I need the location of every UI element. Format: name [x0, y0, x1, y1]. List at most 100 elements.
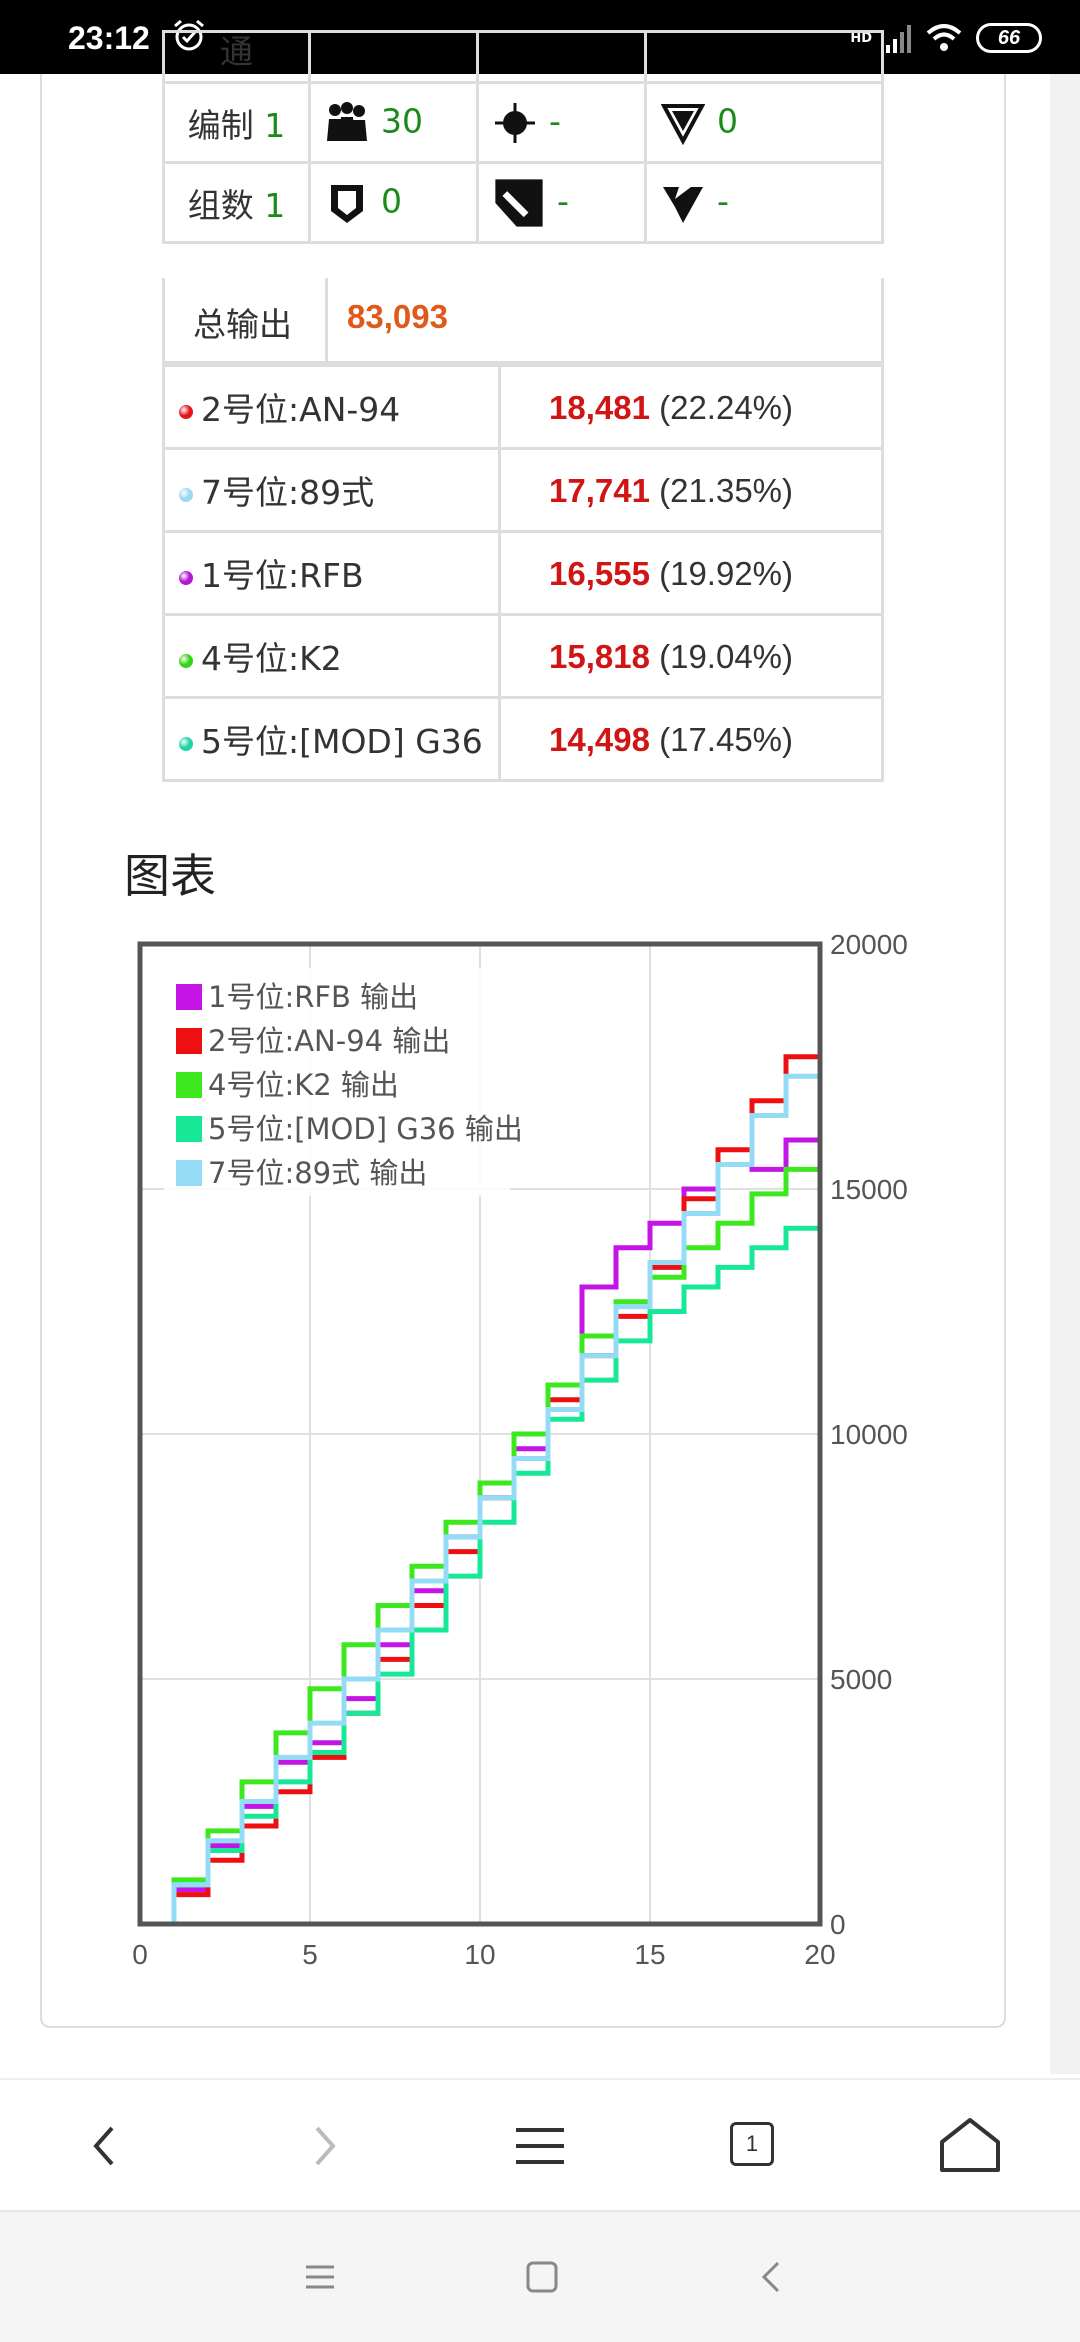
- stat-value: -: [549, 101, 561, 140]
- stat-value: 0: [381, 181, 402, 220]
- chart-heading: 图表: [124, 849, 216, 903]
- series-dot-icon: [179, 653, 193, 668]
- recents-icon[interactable]: [300, 2257, 340, 2297]
- series-dot-icon: [179, 736, 193, 751]
- x-tick-label: 0: [132, 1939, 148, 1970]
- ranking-value-cell: 18,481 (22.24%): [498, 364, 884, 450]
- ranking-percent: (22.24%): [649, 388, 794, 426]
- legend-swatch: [176, 1116, 202, 1142]
- ranking-percent: (19.04%): [649, 637, 794, 675]
- ranking-row: 5号位:[MOD] G36 14,498 (17.45%): [162, 696, 884, 782]
- ranking-value-cell: 17,741 (21.35%): [498, 447, 884, 533]
- stat-cell: -: [644, 161, 884, 244]
- forward-icon[interactable]: [285, 2108, 361, 2184]
- signal-icon: [886, 25, 911, 53]
- ranking-row: 7号位:89式 17,741 (21.35%): [162, 447, 884, 533]
- ranking-row: 2号位:AN-94 18,481 (22.24%): [162, 364, 884, 450]
- ranking-name-cell: 2号位:AN-94: [162, 364, 501, 450]
- stat-label: 通: [162, 30, 311, 84]
- stat-label: 编制 1: [162, 81, 311, 164]
- y-tick-label: 0: [830, 1909, 846, 1940]
- tab-count: 1: [730, 2122, 774, 2166]
- table-row: 组数 1 0 - -: [162, 161, 884, 244]
- y-tick-label: 20000: [830, 930, 908, 960]
- ranking-name: 2号位:AN-94: [201, 390, 401, 429]
- armor-triangle-icon: [661, 103, 705, 145]
- damage-ranking-table: 2号位:AN-94 18,481 (22.24%) 7号位:89式 17,741 (2…: [162, 364, 884, 782]
- ranking-name-cell: 5号位:[MOD] G36: [162, 696, 501, 782]
- stat-cell: [644, 30, 884, 84]
- bullet-icon: [495, 178, 543, 227]
- stat-cell: -: [476, 161, 647, 244]
- status-time: 23:12: [68, 20, 150, 56]
- x-tick-label: 20: [804, 1939, 835, 1970]
- armor-pierce-icon: [663, 186, 703, 223]
- ranking-name-cell: 4号位:K2: [162, 613, 501, 699]
- x-tick-label: 5: [302, 1939, 318, 1970]
- stat-label: 组数 1: [162, 161, 311, 244]
- ranking-damage: 14,498: [549, 720, 650, 758]
- stat-value: -: [557, 181, 569, 220]
- total-output-value: 83,093: [347, 298, 448, 335]
- legend-swatch: [176, 1072, 202, 1098]
- tabs-button[interactable]: 1: [716, 2108, 792, 2184]
- ranking-name-cell: 1号位:RFB: [162, 530, 501, 616]
- ranking-name: 4号位:K2: [201, 639, 342, 678]
- x-tick-label: 10: [464, 1939, 495, 1970]
- ranking-name-cell: 7号位:89式: [162, 447, 501, 533]
- ranking-damage: 15,818: [549, 637, 650, 675]
- total-output-row: 总输出 83,093: [162, 278, 884, 364]
- x-tick-label: 15: [634, 1939, 665, 1970]
- legend-swatch: [176, 984, 202, 1010]
- stat-cell: [476, 30, 647, 84]
- group-figures-icon: [327, 101, 367, 141]
- stat-cell: 30: [308, 81, 479, 164]
- legend-swatch: [176, 1160, 202, 1186]
- series-line: [140, 1054, 823, 1927]
- ranking-percent: (19.92%): [649, 554, 794, 592]
- stat-cell: -: [476, 81, 647, 164]
- crosshair-icon: [495, 102, 535, 143]
- stat-value: 30: [381, 101, 423, 140]
- system-nav-bar: [0, 2210, 1080, 2342]
- legend-label: 5号位:[MOD] G36 输出: [208, 1112, 523, 1146]
- stats-table: 通 编制 1 30 - 0: [162, 30, 884, 244]
- series-line: [140, 1148, 823, 1927]
- ranking-damage: 16,555: [549, 554, 650, 592]
- stat-level: 1: [264, 185, 286, 225]
- stat-label-text: 通: [220, 32, 253, 71]
- series-dot-icon: [179, 487, 193, 502]
- ranking-damage: 18,481: [549, 388, 650, 426]
- stat-value: -: [717, 181, 729, 220]
- ranking-row: 4号位:K2 15,818 (19.04%): [162, 613, 884, 699]
- menu-icon[interactable]: [502, 2108, 578, 2184]
- legend-swatch: [176, 1028, 202, 1054]
- home-nav-icon[interactable]: [522, 2257, 562, 2297]
- ranking-name: 5号位:[MOD] G36: [201, 722, 483, 761]
- stat-label-text: 组数: [187, 185, 254, 225]
- legend-label: 4号位:K2 输出: [208, 1068, 399, 1102]
- ranking-row: 1号位:RFB 16,555 (19.92%): [162, 530, 884, 616]
- ranking-name: 1号位:RFB: [201, 556, 364, 595]
- ranking-name: 7号位:89式: [201, 473, 375, 512]
- home-icon[interactable]: [932, 2108, 1008, 2184]
- stat-label-text: 编制: [187, 105, 254, 145]
- page-scrollbar[interactable]: [1050, 74, 1080, 2074]
- ranking-percent: (21.35%): [649, 471, 794, 509]
- legend-label: 1号位:RFB 输出: [208, 980, 418, 1014]
- ranking-percent: (17.45%): [649, 720, 794, 758]
- ranking-value-cell: 15,818 (19.04%): [498, 613, 884, 699]
- series-dot-icon: [179, 570, 193, 585]
- shield-icon: [331, 184, 363, 223]
- y-tick-label: 15000: [830, 1174, 908, 1205]
- series-dot-icon: [179, 404, 193, 419]
- browser-toolbar: 1: [0, 2078, 1080, 2212]
- stat-value: 0: [717, 101, 738, 140]
- back-nav-icon[interactable]: [752, 2257, 792, 2297]
- y-tick-label: 5000: [830, 1664, 892, 1695]
- back-icon[interactable]: [68, 2108, 144, 2184]
- y-tick-label: 10000: [830, 1419, 908, 1450]
- legend-box: [164, 968, 510, 1196]
- ranking-value-cell: 16,555 (19.92%): [498, 530, 884, 616]
